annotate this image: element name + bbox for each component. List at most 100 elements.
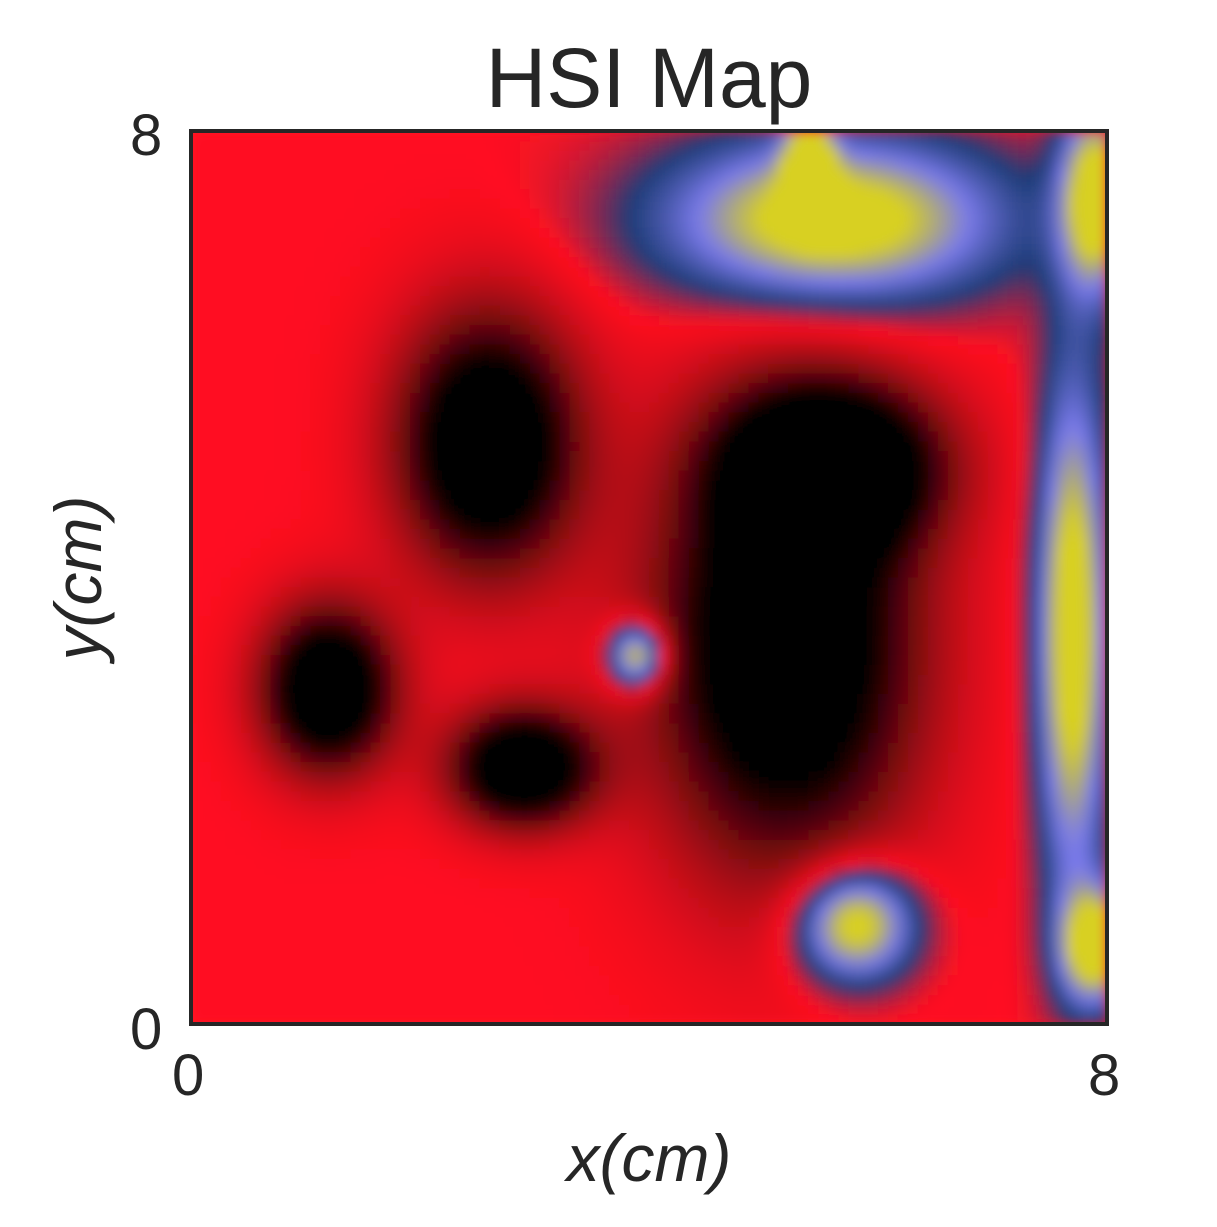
heatmap-cell xyxy=(609,363,620,375)
heatmap-cell xyxy=(330,587,341,598)
heatmap-cell xyxy=(858,218,869,229)
heatmap-cell xyxy=(400,218,411,229)
heatmap-cell xyxy=(808,257,819,268)
heatmap-cell xyxy=(887,645,899,656)
heatmap-cell xyxy=(907,286,919,297)
heatmap-cell xyxy=(987,587,999,598)
heatmap-cell xyxy=(718,208,730,219)
heatmap-cell xyxy=(947,189,959,200)
heatmap-cell xyxy=(1057,296,1068,307)
heatmap-cell xyxy=(708,606,720,617)
heatmap-cell xyxy=(748,645,760,656)
heatmap-cell xyxy=(469,616,481,627)
heatmap-cell xyxy=(589,228,600,239)
heatmap-cell xyxy=(260,383,272,394)
heatmap-cell xyxy=(937,548,949,559)
heatmap-cell xyxy=(718,305,730,317)
heatmap-cell xyxy=(658,548,670,559)
heatmap-cell xyxy=(808,626,819,637)
heatmap-cell xyxy=(589,198,600,210)
heatmap-cell xyxy=(947,470,959,482)
heatmap-cell xyxy=(649,286,660,297)
heatmap-cell xyxy=(718,354,730,365)
heatmap-cell xyxy=(559,499,570,511)
heatmap-cell xyxy=(230,538,242,549)
heatmap-cell xyxy=(599,577,610,588)
heatmap-cell xyxy=(937,373,949,384)
heatmap-cell xyxy=(658,218,670,229)
heatmap-cell xyxy=(559,218,570,229)
heatmap-cell xyxy=(748,160,760,171)
heatmap-cell xyxy=(997,528,1009,540)
heatmap-cell xyxy=(927,247,939,258)
heatmap-cell xyxy=(858,296,869,307)
heatmap-cell xyxy=(619,490,630,501)
heatmap-cell xyxy=(1097,286,1107,297)
heatmap-cell xyxy=(758,325,770,336)
heatmap-cell xyxy=(310,645,322,656)
heatmap-cell xyxy=(728,189,740,200)
heatmap-cell xyxy=(230,528,242,540)
heatmap-cell xyxy=(290,577,302,588)
heatmap-cell xyxy=(768,480,780,491)
heatmap-cell xyxy=(649,461,660,472)
heatmap-cell xyxy=(1017,334,1028,346)
heatmap-cell xyxy=(1017,179,1028,190)
heatmap-cell xyxy=(738,509,750,520)
heatmap-cell xyxy=(579,131,590,142)
heatmap-cell xyxy=(230,431,242,443)
heatmap-cell xyxy=(449,538,461,549)
heatmap-cell xyxy=(370,548,381,559)
heatmap-cell xyxy=(569,567,580,579)
heatmap-cell xyxy=(698,635,710,647)
heatmap-cell xyxy=(698,441,710,452)
heatmap-cell xyxy=(280,286,292,297)
heatmap-cell xyxy=(668,402,680,414)
heatmap-cell xyxy=(569,315,580,326)
heatmap-cell xyxy=(410,528,421,540)
heatmap-cell xyxy=(917,616,929,627)
heatmap-cell xyxy=(688,189,700,200)
heatmap-cell xyxy=(798,169,809,181)
heatmap-cell xyxy=(1007,228,1018,239)
heatmap-cell xyxy=(1017,577,1028,588)
heatmap-cell xyxy=(320,189,331,200)
heatmap-cell xyxy=(1077,587,1088,598)
heatmap-cell xyxy=(429,538,441,549)
heatmap-cell xyxy=(210,441,222,452)
heatmap-cell xyxy=(270,179,282,190)
heatmap-cell xyxy=(658,577,670,588)
heatmap-cell xyxy=(519,567,531,579)
heatmap-cell xyxy=(758,131,770,142)
heatmap-cell xyxy=(917,286,929,297)
heatmap-cell xyxy=(191,266,202,278)
heatmap-cell xyxy=(499,237,511,249)
heatmap-cell xyxy=(868,325,879,336)
heatmap-cell xyxy=(1027,257,1038,268)
heatmap-cell xyxy=(210,169,222,181)
heatmap-cell xyxy=(469,257,481,268)
heatmap-cell xyxy=(887,198,899,210)
heatmap-cell xyxy=(1077,528,1088,540)
heatmap-cell xyxy=(897,441,909,452)
heatmap-cell xyxy=(878,645,889,656)
heatmap-cell xyxy=(629,247,640,258)
heatmap-cell xyxy=(748,373,760,384)
heatmap-cell xyxy=(230,296,242,307)
heatmap-cell xyxy=(559,373,570,384)
heatmap-cell xyxy=(868,548,879,559)
heatmap-cell xyxy=(390,558,401,569)
heatmap-cell xyxy=(967,422,979,433)
heatmap-cell xyxy=(469,412,481,423)
heatmap-cell xyxy=(649,169,660,181)
heatmap-cell xyxy=(599,189,610,200)
heatmap-cell xyxy=(489,490,501,501)
heatmap-cell xyxy=(1067,587,1078,598)
heatmap-cell xyxy=(1067,480,1078,491)
heatmap-cell xyxy=(738,325,750,336)
heatmap-cell xyxy=(758,363,770,375)
heatmap-cell xyxy=(1097,276,1107,287)
heatmap-cell xyxy=(937,635,949,647)
heatmap-cell xyxy=(449,247,461,258)
heatmap-cell xyxy=(420,558,431,569)
